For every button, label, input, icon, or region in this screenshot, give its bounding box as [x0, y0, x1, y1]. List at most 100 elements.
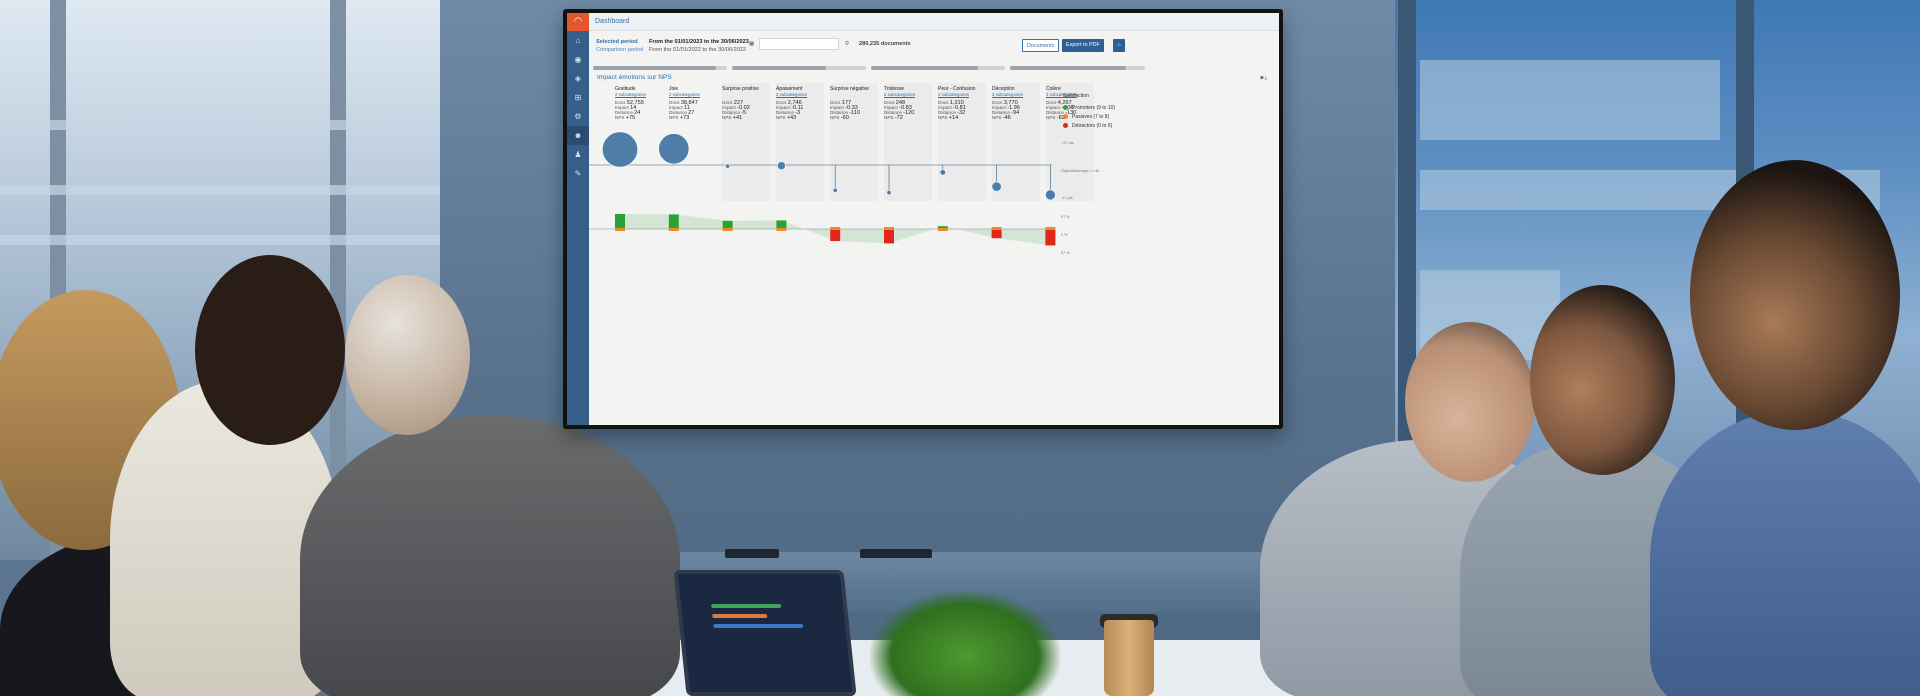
row-label: Impact — [615, 105, 629, 110]
nps-row: NPS +43 — [776, 115, 824, 121]
progress-segment — [871, 66, 1005, 70]
emotion-subcategories-link[interactable]: 2 subcategories — [884, 92, 915, 97]
nps-row: NPS -72 — [884, 115, 932, 121]
nps-value: +14 — [948, 115, 959, 121]
nps-row: NPS +41 — [722, 115, 770, 121]
ledge-slot — [860, 549, 932, 558]
nps-value: +41 — [732, 115, 743, 121]
selected-period-label[interactable]: Selected period — [596, 39, 638, 45]
impact-value: -0.02 — [737, 105, 750, 111]
documents-count: 280,235 documents — [859, 41, 911, 47]
nps-value: +73 — [679, 115, 690, 121]
nps-bar — [615, 214, 625, 229]
window-beam — [0, 235, 445, 245]
emotion-column[interactable]: Surprise positive Docs 227 Impact -0.02 Dis… — [722, 83, 770, 201]
comparison-period-label[interactable]: Comparison period — [596, 47, 644, 53]
nps-bar — [1045, 229, 1056, 246]
window-beam — [0, 120, 445, 130]
search-input[interactable] — [759, 38, 839, 50]
selected-range: From the 01/01/2023 to the 30/06/2023 — [649, 39, 749, 45]
calendar-icon[interactable]: ▦ — [749, 41, 755, 47]
emotion-column[interactable]: Peur - Confusion 2 subcategories Docs 1,31… — [938, 83, 986, 201]
distance-row: Distance 24 — [615, 110, 663, 116]
documents-button[interactable]: Documents — [1022, 39, 1060, 52]
emotion-subcategories-link[interactable]: 2 subcategories — [1046, 92, 1077, 97]
tools-icon[interactable]: ✎ — [574, 169, 582, 178]
home-icon[interactable]: ⌂ — [575, 36, 581, 45]
row-label: Distance — [615, 110, 633, 115]
person-5-head — [1530, 285, 1675, 475]
legend-title: Satisfaction — [1063, 93, 1089, 99]
nps-row: NPS -46 — [992, 115, 1040, 121]
location-icon[interactable]: ◉ — [574, 55, 582, 64]
docs-value: 2,746 — [787, 100, 802, 106]
promoters-dot-icon — [1063, 105, 1068, 110]
emotion-subcategories-link[interactable]: 2 subcategories — [776, 92, 807, 97]
row-label: Docs — [938, 100, 949, 105]
emotion-column[interactable]: Apaisement 2 subcategories Docs 2,746 Impac… — [776, 83, 824, 201]
bars-axis-low: 97 % — [1061, 251, 1070, 255]
settings-icon[interactable]: ⚙ — [574, 112, 582, 121]
person-3-head — [345, 275, 470, 435]
nps-value: +75 — [625, 115, 636, 121]
legend-item-detractors[interactable]: Detractors (0 to 6) — [1063, 121, 1115, 130]
export-pdf-button[interactable]: Export to PDF — [1062, 39, 1104, 52]
emotion-bubble — [658, 133, 690, 165]
emotion-subcategories-link[interactable]: 2 subcategories — [938, 92, 969, 97]
docs-row: Docs 177 — [830, 100, 878, 106]
search-icon[interactable]: ⚲ — [845, 41, 850, 47]
distance-value: -94 — [1011, 110, 1020, 116]
impact-row: Impact -0.33 — [830, 105, 878, 111]
distance-row: Distance -32 — [938, 110, 986, 116]
impact-row: Impact -0.02 — [722, 105, 770, 111]
row-label: Distance — [1046, 110, 1064, 115]
distance-row: Distance -94 — [992, 110, 1040, 116]
row-label: Impact — [776, 105, 790, 110]
row-label: Distance — [938, 110, 956, 115]
emotion-name: Apaisement — [776, 86, 803, 92]
nps-value: -72 — [894, 115, 903, 121]
distance-value: -120 — [903, 110, 915, 116]
passives-bar — [722, 228, 733, 231]
emotion-column[interactable]: Surprise négative Docs 177 Impact -0.33 Dis… — [830, 83, 878, 201]
emotion-column[interactable]: Joie 2 subcategories Docs 38,847 Impact 11 D… — [669, 86, 717, 121]
row-label: Impact — [722, 105, 736, 110]
emotion-column[interactable]: Gratitude 2 subcategories Docs 52,755 Impac… — [615, 86, 663, 121]
emotion-subcategories-link[interactable]: 2 subcategories — [615, 92, 646, 97]
docs-value: 52,755 — [626, 100, 644, 106]
tag-icon[interactable]: ◈ — [574, 74, 582, 83]
tv-screen: ◠ ⌂ ◉ ◈ ⊞ ⚙ ☻ ♟ ✎ Dashboard Selected per… — [567, 13, 1279, 425]
person-6-head — [1690, 160, 1900, 430]
documents-button-label: Documents — [1027, 43, 1055, 49]
window-pane — [1420, 60, 1720, 140]
bars-axis-top: 97 % — [1061, 215, 1070, 219]
emotion-subcategories-link[interactable]: 2 subcategories — [669, 92, 700, 97]
row-label: Docs — [615, 100, 626, 105]
legend-item-passives[interactable]: Passives (7 to 8) — [1063, 112, 1115, 121]
legend-label: Detractors (0 to 6) — [1072, 122, 1113, 129]
export-pdf-label: Export to PDF — [1066, 42, 1100, 48]
nps-value: -82 — [1056, 115, 1065, 121]
row-label: NPS — [615, 115, 625, 120]
row-label: NPS — [669, 115, 679, 120]
emotions-icon[interactable]: ☻ — [567, 126, 589, 145]
user-icon[interactable]: ♟ — [574, 150, 582, 159]
legend-item-promoters[interactable]: Promoters (9 to 10) — [1063, 103, 1115, 112]
emotion-column[interactable]: Déception 2 subcategories Docs 3,770 Impact… — [992, 83, 1040, 201]
distance-value: 27 — [688, 110, 695, 116]
emotion-name: Surprise négative — [830, 86, 869, 92]
impact-row: Impact -1.96 — [992, 105, 1040, 111]
emotion-subcategories-link[interactable]: 2 subcategories — [992, 92, 1023, 97]
download-icon[interactable]: ⤓ — [1264, 75, 1267, 81]
home-button[interactable]: ⌂ — [1113, 39, 1125, 52]
docs-value: 38,847 — [680, 100, 698, 106]
camera-icon[interactable]: ◙ — [1260, 75, 1264, 81]
impact-row: Impact -0.11 — [776, 105, 824, 111]
emotion-column[interactable]: Tristesse 2 subcategories Docs 248 Impact -… — [884, 83, 932, 201]
hierarchy-icon[interactable]: ⊞ — [574, 93, 582, 102]
passives-bar — [937, 228, 948, 231]
axis-label-mid: Objectif/average = +46 — [1061, 169, 1099, 173]
emotion-name: Tristesse — [884, 86, 905, 92]
distance-row: Distance -110 — [830, 110, 878, 116]
